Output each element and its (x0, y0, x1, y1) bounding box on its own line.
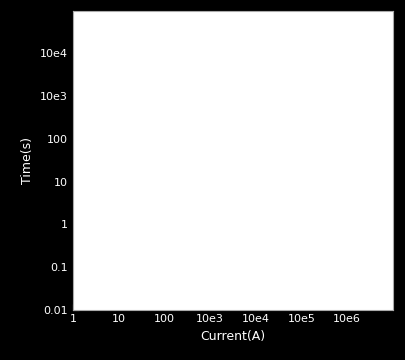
X-axis label: Current(A): Current(A) (200, 330, 265, 343)
Y-axis label: Time(s): Time(s) (21, 137, 34, 184)
